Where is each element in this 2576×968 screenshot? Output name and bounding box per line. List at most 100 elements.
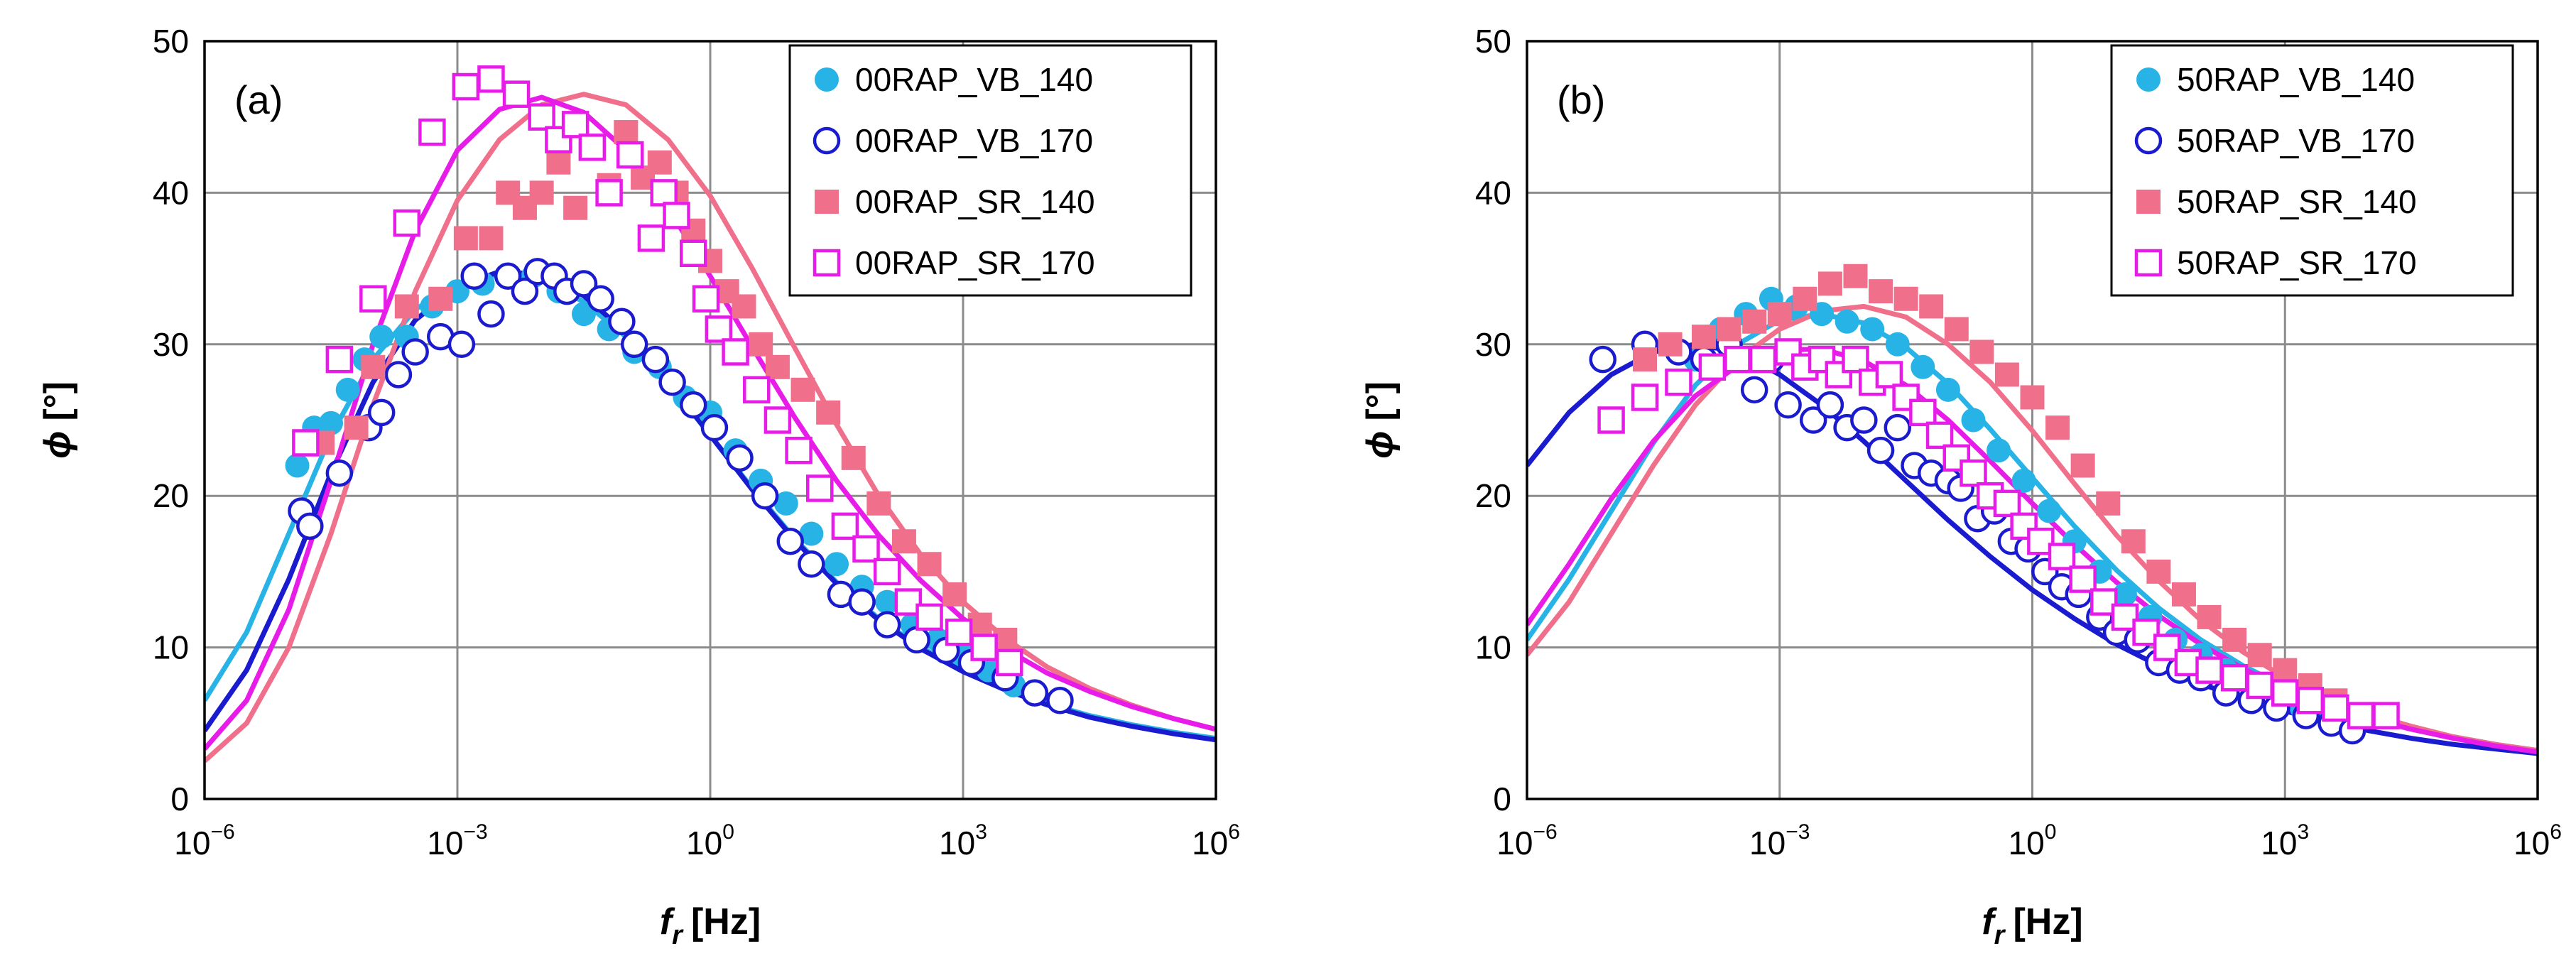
y-tick-label: 20 — [153, 477, 189, 514]
x-axis-title: fr [Hz] — [660, 901, 761, 950]
legend-label: 50RAP_VB_140 — [2177, 61, 2415, 98]
x-tick-label: 103 — [2261, 820, 2309, 861]
data-point-00RAP_SR_170 — [743, 376, 771, 404]
data-point-50RAP_VB_170 — [1816, 391, 1844, 419]
data-point-00RAP_VB_170 — [641, 345, 670, 374]
data-point-00RAP_SR_140 — [866, 491, 891, 516]
data-point-50RAP_VB_140 — [2011, 468, 2036, 493]
data-point-00RAP_VB_170 — [658, 368, 686, 396]
legend-marker-50RAP_SR_170 — [2134, 249, 2163, 277]
data-point-00RAP_VB_170 — [903, 626, 930, 654]
data-point-50RAP_SR_170 — [2372, 702, 2400, 729]
data-point-00RAP_SR_170 — [650, 179, 678, 207]
data-point-50RAP_VB_140 — [1987, 438, 2011, 463]
y-tick-label: 0 — [1493, 781, 1511, 817]
data-point-00RAP_SR_170 — [561, 111, 589, 138]
data-point-00RAP_SR_140 — [917, 552, 942, 577]
y-tick-label: 10 — [153, 629, 189, 666]
data-point-00RAP_VB_170 — [367, 398, 396, 427]
data-point-50RAP_SR_170 — [1597, 406, 1625, 434]
data-point-00RAP_VB_170 — [1021, 679, 1049, 707]
plot-frame — [203, 40, 1217, 800]
data-point-00RAP_SR_170 — [692, 285, 720, 313]
data-point-50RAP_SR_140 — [1944, 317, 1969, 342]
data-point-00RAP_SR_140 — [394, 294, 419, 319]
data-point-00RAP_VB_170 — [798, 550, 825, 578]
legend-label: 50RAP_SR_140 — [2177, 183, 2417, 220]
data-point-00RAP_SR_170 — [637, 224, 665, 252]
data-point-50RAP_VB_140 — [1935, 377, 1960, 402]
data-point-50RAP_SR_140 — [1793, 286, 1817, 311]
data-point-50RAP_SR_170 — [2347, 702, 2375, 729]
x-tick-label: 10−6 — [174, 820, 234, 861]
data-point-50RAP_SR_170 — [2296, 687, 2325, 714]
data-point-00RAP_SR_140 — [942, 582, 967, 607]
data-point-00RAP_VB_140 — [319, 410, 343, 435]
chart-panel-b: 0 10 20 30 40 50 10−6 10−3 100 103 106 fr [Hz] ϕ[°] (b… — [1359, 23, 2562, 950]
data-point-50RAP_SR_170 — [1665, 368, 1692, 396]
data-point-00RAP_SR_140 — [361, 354, 386, 379]
panel-label: (b) — [1557, 77, 1605, 122]
data-point-00RAP_VB_170 — [620, 330, 648, 359]
legend-marker-00RAP_VB_170 — [813, 126, 841, 155]
data-point-50RAP_SR_140 — [1893, 286, 1918, 311]
y-tick-label: 40 — [153, 174, 189, 211]
x-tick-label: 100 — [686, 820, 734, 861]
data-point-50RAP_SR_140 — [2222, 627, 2247, 652]
data-point-50RAP_SR_170 — [2220, 664, 2249, 692]
data-point-00RAP_SR_140 — [841, 445, 866, 470]
x-axis-title: fr [Hz] — [1982, 901, 2082, 950]
data-point-50RAP_SR_170 — [1631, 384, 1659, 411]
data-point-50RAP_VB_170 — [1866, 436, 1895, 464]
data-point-50RAP_VB_170 — [1850, 406, 1878, 434]
data-point-00RAP_VB_170 — [848, 588, 876, 616]
y-tick-label: 50 — [153, 23, 189, 60]
data-point-00RAP_SR_140 — [790, 377, 815, 402]
data-point-50RAP_SR_170 — [2271, 679, 2299, 707]
x-tick-label: 10−6 — [1496, 820, 1557, 861]
data-point-50RAP_VB_170 — [1799, 406, 1827, 434]
data-point-50RAP_VB_140 — [2112, 582, 2137, 607]
data-point-50RAP_VB_170 — [1884, 413, 1912, 442]
data-point-50RAP_SR_140 — [1843, 263, 1868, 288]
data-point-00RAP_VB_170 — [570, 270, 598, 298]
data-point-50RAP_SR_140 — [1767, 302, 1792, 327]
data-point-50RAP_VB_140 — [1961, 408, 1986, 433]
data-point-00RAP_SR_170 — [763, 406, 792, 434]
data-point-00RAP_SR_170 — [831, 512, 859, 540]
data-point-00RAP_SR_170 — [970, 633, 998, 661]
data-point-00RAP_SR_140 — [647, 150, 672, 175]
data-point-50RAP_VB_170 — [1740, 376, 1768, 404]
x-tick-label: 10−3 — [427, 820, 487, 861]
data-point-50RAP_SR_140 — [1994, 362, 2019, 387]
x-tick-label: 10−3 — [1749, 820, 1810, 861]
data-point-00RAP_SR_140 — [344, 415, 369, 440]
data-point-50RAP_SR_140 — [1633, 347, 1658, 372]
data-point-50RAP_VB_140 — [2037, 499, 2062, 523]
data-point-00RAP_VB_170 — [460, 262, 488, 290]
y-tick-label: 50 — [1475, 23, 1511, 60]
data-point-50RAP_SR_140 — [2045, 415, 2070, 440]
data-point-00RAP_VB_140 — [773, 491, 798, 516]
data-point-00RAP_SR_170 — [528, 103, 555, 131]
x-tick-label: 100 — [2009, 820, 2057, 861]
data-point-00RAP_VB_170 — [587, 285, 614, 313]
data-point-50RAP_SR_140 — [1692, 325, 1717, 349]
data-point-00RAP_VB_170 — [700, 413, 729, 442]
data-point-00RAP_VB_170 — [447, 330, 476, 359]
data-point-00RAP_VB_170 — [608, 308, 636, 336]
data-point-50RAP_SR_170 — [1724, 345, 1751, 374]
y-tick-label: 10 — [1475, 629, 1511, 666]
data-point-00RAP_SR_170 — [452, 72, 480, 101]
data-point-50RAP_SR_140 — [2273, 658, 2298, 683]
data-point-00RAP_SR_170 — [359, 285, 387, 313]
legend-marker-50RAP_SR_140 — [2136, 190, 2161, 214]
data-point-50RAP_SR_140 — [2121, 529, 2146, 554]
data-point-00RAP_VB_140 — [572, 302, 596, 327]
data-point-00RAP_SR_140 — [749, 332, 773, 357]
data-point-00RAP_VB_170 — [401, 338, 429, 366]
data-point-00RAP_SR_140 — [529, 180, 554, 205]
data-point-00RAP_VB_170 — [325, 459, 354, 487]
legend: 00RAP_VB_140 00RAP_VB_170 00RAP_SR_140 00RA… — [788, 44, 1192, 297]
data-point-50RAP_SR_140 — [2020, 385, 2045, 410]
